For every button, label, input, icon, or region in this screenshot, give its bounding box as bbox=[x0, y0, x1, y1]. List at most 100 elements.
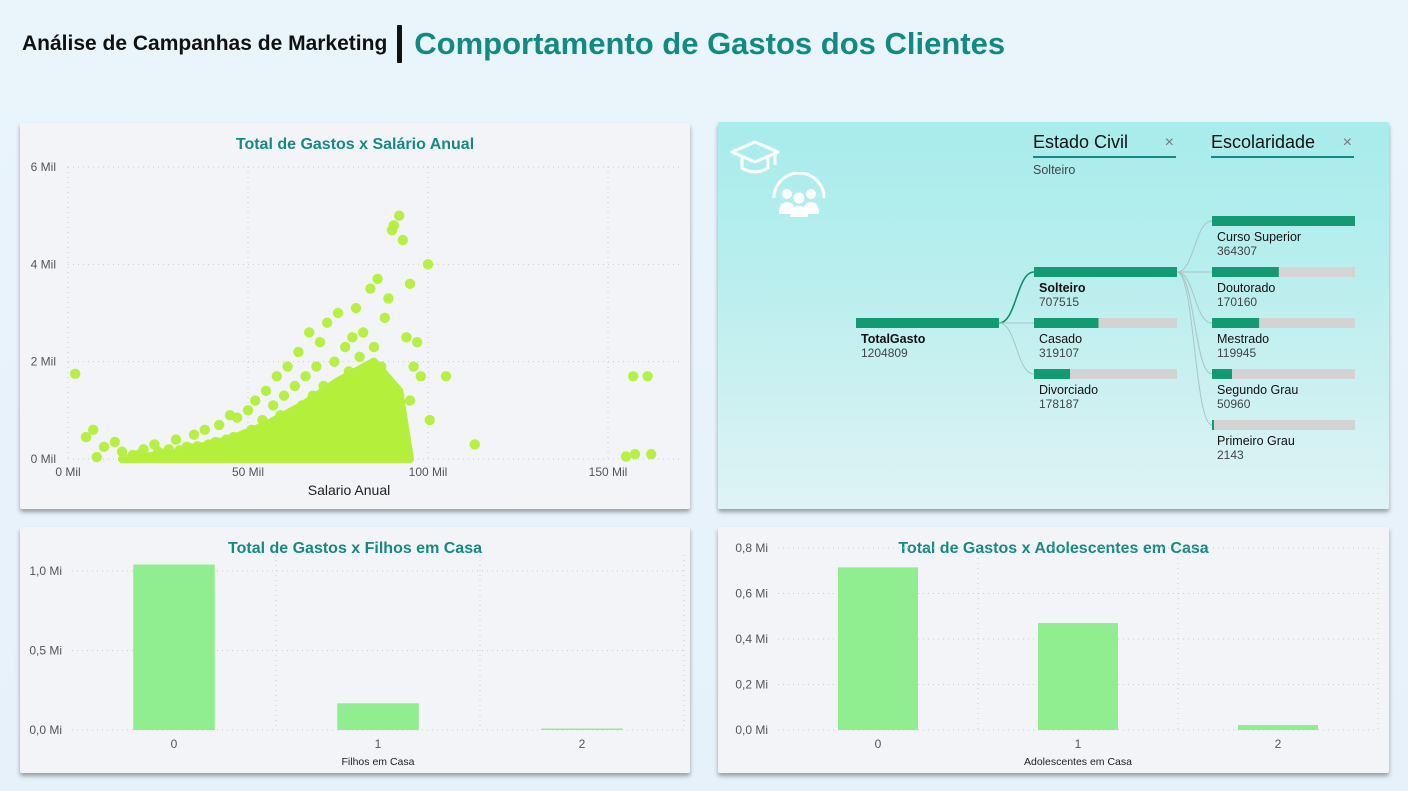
scatter-point bbox=[379, 312, 390, 324]
tree-estado-divorciado-label: Divorciado bbox=[1039, 383, 1098, 397]
y-tick-label: 4 Mil bbox=[31, 257, 56, 271]
adolescentes-bar-chart[interactable]: 0,0 Mi 0,2 Mi 0,4 Mi 0,6 Mi 0,8 Mi 0 1 2 Adolesc… bbox=[718, 527, 1389, 773]
slicer-estado-civil-title: Estado Civil bbox=[1033, 132, 1129, 152]
decomposition-tree[interactable]: TotalGasto1204809Solteiro707515Casado319… bbox=[718, 122, 1389, 509]
graduation-cap-icon bbox=[730, 138, 780, 185]
tree-escolaridade-curso-superior-value: 364307 bbox=[1217, 244, 1257, 258]
tree-estado-divorciado-bar-track bbox=[1034, 369, 1177, 379]
scatter-point bbox=[415, 371, 426, 382]
slicer-estado-civil[interactable]: Estado Civil × Solteiro bbox=[1033, 132, 1176, 177]
scatter-point bbox=[347, 332, 358, 343]
family-group-icon bbox=[768, 171, 830, 223]
x-tick-label: 150 Mil bbox=[589, 465, 628, 479]
scatter-point bbox=[314, 337, 326, 348]
tree-escolaridade-doutorado-bar-track bbox=[1212, 267, 1355, 277]
tree-escolaridade-curso-superior-label: Curso Superior bbox=[1217, 230, 1301, 244]
tree-escolaridade-doutorado-value: 170160 bbox=[1217, 295, 1257, 309]
x-tick-label: 1 bbox=[375, 737, 382, 751]
scatter-point bbox=[383, 293, 394, 304]
y-tick-label: 0,0 Mi bbox=[735, 723, 768, 737]
y-tick-label: 0,5 Mi bbox=[29, 643, 62, 657]
tree-escolaridade-mestrado-bar-track bbox=[1212, 318, 1355, 328]
tree-estado-casado-value: 319107 bbox=[1039, 346, 1079, 360]
tree-escolaridade-doutorado-bar-fill bbox=[1212, 267, 1279, 277]
scatter-chart[interactable]: 0 Mil 2 Mil 4 Mil 6 Mil 0 Mil 50 Mil 100 Mil 15… bbox=[20, 123, 690, 509]
tree-escolaridade-mestrado-value: 119945 bbox=[1217, 346, 1256, 360]
x-tick-label: 2 bbox=[579, 737, 586, 751]
y-tick-label: 0,8 Mi bbox=[735, 541, 768, 555]
x-tick-label: 0 bbox=[171, 737, 178, 751]
tree-escolaridade-segundo-grau-value: 50960 bbox=[1217, 397, 1251, 411]
scatter-point bbox=[70, 368, 81, 380]
scatter-point bbox=[646, 448, 657, 460]
scatter-point bbox=[98, 441, 110, 453]
x-tick-label: 1 bbox=[1075, 737, 1082, 751]
slicer-estado-civil-value: Solteiro bbox=[1033, 163, 1076, 177]
x-axis-title: Adolescentes em Casa bbox=[1024, 756, 1132, 768]
tree-escolaridade-primeiro-grau-value: 2143 bbox=[1217, 448, 1244, 462]
filhos-bar-chart[interactable]: 0,0 Mi 0,5 Mi 1,0 Mi 0 1 2 Filhos em Casa bbox=[20, 527, 690, 773]
adolescentes-bar-card[interactable]: Total de Gastos x Adolescentes em Casa 0… bbox=[718, 527, 1389, 773]
scatter-point bbox=[394, 210, 405, 221]
scatter-point bbox=[372, 273, 383, 285]
tree-escolaridade-segundo-grau-bar-fill bbox=[1212, 369, 1233, 379]
scatter-point bbox=[278, 390, 290, 401]
decomposition-tree-card[interactable]: Estado Civil × Solteiro Escolaridade × T… bbox=[718, 122, 1389, 509]
scatter-point bbox=[404, 278, 416, 289]
x-tick-label: 50 Mil bbox=[232, 465, 264, 479]
x-tick-label: 100 Mil bbox=[409, 465, 448, 479]
tree-connector bbox=[998, 271, 1035, 324]
tree-estado-solteiro-bar-fill bbox=[1034, 267, 1177, 277]
tree-estado-casado-bar-track bbox=[1034, 318, 1177, 328]
slicer-escolaridade[interactable]: Escolaridade × bbox=[1211, 132, 1354, 158]
filhos-title: Total de Gastos x Filhos em Casa bbox=[228, 540, 482, 557]
scatter-point bbox=[332, 307, 344, 319]
tree-connector bbox=[1176, 220, 1213, 273]
tree-connector bbox=[1176, 271, 1213, 426]
bar-1 bbox=[337, 703, 419, 730]
scatter-point bbox=[329, 356, 340, 367]
tree-root-bar-fill bbox=[856, 318, 999, 328]
tree-connector bbox=[998, 322, 1035, 375]
tree-escolaridade-primeiro-grau-label: Primeiro Grau bbox=[1217, 434, 1295, 448]
scatter-point bbox=[293, 346, 304, 358]
report-title: Análise de Campanhas de Marketing bbox=[22, 32, 388, 55]
clear-filter-escolaridade-icon[interactable]: × bbox=[1342, 134, 1352, 151]
scatter-point bbox=[469, 439, 480, 450]
scatter-point bbox=[188, 429, 200, 440]
bar-2 bbox=[541, 728, 623, 730]
scatter-point bbox=[408, 361, 419, 372]
clear-filter-estado-civil-icon[interactable]: × bbox=[1164, 134, 1174, 151]
scatter-point bbox=[440, 371, 452, 382]
y-tick-label: 1,0 Mi bbox=[29, 564, 62, 578]
scatter-point bbox=[401, 332, 412, 343]
tree-escolaridade-segundo-grau-bar-track bbox=[1212, 369, 1355, 379]
scatter-point bbox=[628, 371, 639, 382]
x-tick-label: 0 bbox=[875, 737, 882, 751]
scatter-card[interactable]: Total de Gastos x Salário Anual 0 Mil 2 M… bbox=[20, 123, 690, 509]
x-axis-title: Filhos em Casa bbox=[342, 756, 415, 768]
scatter-point bbox=[412, 337, 423, 348]
bar-0 bbox=[133, 564, 215, 730]
filhos-bar-card[interactable]: Total de Gastos x Filhos em Casa 0,0 Mi 0… bbox=[20, 527, 690, 773]
tree-escolaridade-doutorado-label: Doutorado bbox=[1217, 281, 1275, 295]
scatter-point bbox=[354, 351, 365, 362]
page-header: Análise de Campanhas de Marketing Compor… bbox=[22, 20, 1005, 68]
scatter-point bbox=[109, 436, 121, 448]
scatter-point bbox=[629, 448, 641, 460]
scatter-point bbox=[88, 424, 99, 435]
tree-estado-casado-label: Casado bbox=[1039, 332, 1082, 346]
x-axis-title: Salario Anual bbox=[308, 482, 391, 498]
y-tick-label: 0 Mil bbox=[31, 452, 56, 466]
tree-escolaridade-mestrado-bar-fill bbox=[1212, 318, 1260, 328]
tree-escolaridade-segundo-grau-label: Segundo Grau bbox=[1217, 383, 1298, 397]
scatter-point bbox=[388, 220, 399, 231]
tree-escolaridade-curso-superior-bar-fill bbox=[1212, 216, 1355, 226]
scatter-point bbox=[170, 434, 182, 445]
tree-estado-solteiro-label: Solteiro bbox=[1039, 281, 1086, 295]
scatter-point bbox=[116, 446, 128, 457]
scatter-point bbox=[642, 371, 653, 382]
scatter-point bbox=[340, 341, 351, 353]
tree-estado-divorciado-value: 178187 bbox=[1039, 397, 1079, 411]
scatter-point bbox=[365, 283, 376, 294]
